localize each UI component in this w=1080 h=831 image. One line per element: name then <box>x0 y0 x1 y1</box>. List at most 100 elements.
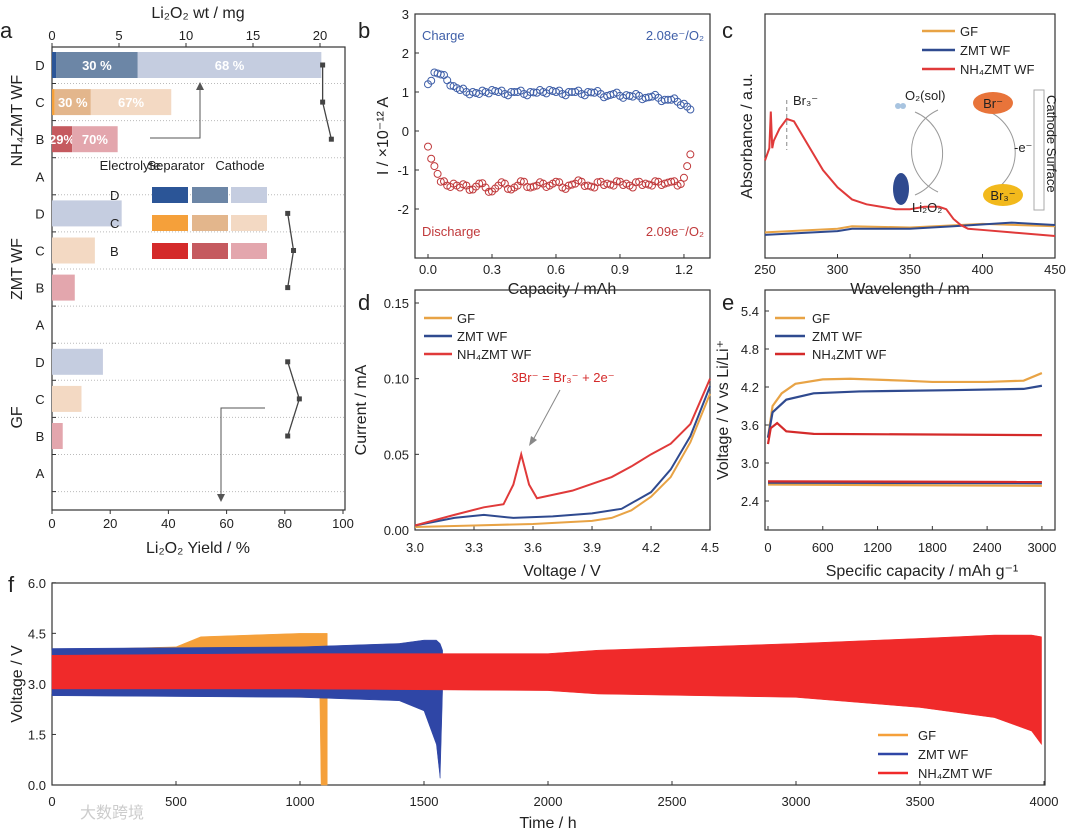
legend-row-label: B <box>110 244 119 259</box>
legend-label: NH₄ZMT WF <box>457 347 531 362</box>
row-label: C <box>35 392 44 407</box>
bar-percent-label: 68 % <box>215 58 245 73</box>
legend-swatch <box>192 215 228 231</box>
bar-electrolyte <box>52 89 55 116</box>
y-tick-label: 1.5 <box>28 727 46 742</box>
bar-percent-label: 29% <box>49 132 75 147</box>
panel-label-c: c <box>722 18 733 43</box>
arrow-line <box>150 85 201 139</box>
charge-point <box>580 91 589 100</box>
x-tick-label: 3.0 <box>406 540 424 555</box>
gf-discharge-line <box>767 483 1042 487</box>
x-tick-label: 0.0 <box>419 262 437 277</box>
cathode-surface-label: Cathode Surface <box>1044 95 1059 193</box>
x-tick-label: 0.9 <box>611 262 629 277</box>
bar-cathode <box>52 200 122 227</box>
legend-swatch <box>192 187 228 203</box>
legend-label: GF <box>812 311 830 326</box>
row-label: B <box>36 429 45 444</box>
gf-line <box>414 393 711 528</box>
charge-point <box>523 91 532 100</box>
charge-point <box>439 71 448 80</box>
discharge-point <box>686 150 695 159</box>
top-tick-label: 5 <box>115 28 122 43</box>
discharge-point <box>542 182 551 191</box>
y-tick-label: 0.0 <box>28 778 46 793</box>
y-tick-label: 3 <box>402 7 409 22</box>
y-axis-title: Voltage / V <box>9 645 26 723</box>
x-tick-label: 450 <box>1044 262 1066 277</box>
y-tick-label: -1 <box>397 163 409 178</box>
y-axis-title: Current / mA <box>353 364 370 455</box>
panel-e-frame <box>764 289 1056 531</box>
x-tick-label: 4000 <box>1030 794 1059 809</box>
bottom-tick-label: 60 <box>219 516 233 531</box>
legend-swatch <box>231 243 267 259</box>
discharge-point <box>683 162 692 171</box>
discharge-point <box>555 178 564 187</box>
x-tick-label: 3.3 <box>465 540 483 555</box>
legend-swatch <box>192 243 228 259</box>
discharge-point <box>497 178 506 187</box>
discharge-point <box>587 182 596 191</box>
panel-c-frame <box>764 13 1056 259</box>
cycle-arc <box>911 109 939 193</box>
charge-point <box>491 87 500 96</box>
discharge-point <box>484 187 493 196</box>
discharge-point <box>465 185 474 194</box>
legend-swatch <box>231 187 267 203</box>
panel-a-frame <box>51 46 346 511</box>
x-tick-label: 4.5 <box>701 540 719 555</box>
discharge-point <box>433 169 442 178</box>
charge-point <box>436 70 445 79</box>
row-label: C <box>35 244 44 259</box>
y-tick-label: -2 <box>397 202 409 217</box>
bar-percent-label: 30 % <box>82 58 112 73</box>
discharge-point <box>561 184 570 193</box>
charge-point <box>561 91 570 100</box>
arrow-head <box>529 436 537 446</box>
discharge-point <box>471 182 480 191</box>
discharge-point <box>667 177 676 186</box>
charge-electron-label: 2.08e⁻/O₂ <box>646 28 704 43</box>
top-tick-label: 20 <box>313 28 327 43</box>
x-tick-label: 350 <box>899 262 921 277</box>
arrow-head <box>217 494 225 502</box>
charge-point <box>631 89 640 98</box>
discharge-point <box>625 181 634 190</box>
zmt-wf-line <box>764 221 1056 236</box>
legend-swatch <box>152 243 188 259</box>
y-axis-title: Absorbance / a.u. <box>739 73 756 198</box>
nh-zmt-wf-discharge-line <box>767 480 1042 484</box>
discharge-point <box>619 181 628 190</box>
charge-point <box>612 88 621 97</box>
bar-electrolyte <box>52 52 57 78</box>
arrow-head <box>196 82 204 90</box>
legend-column-label: Electrolyte <box>100 158 161 173</box>
discharge-point <box>644 180 653 189</box>
y-tick-label: 0.05 <box>384 447 409 462</box>
bar-cathode <box>90 89 172 116</box>
legend-column-label: Cathode <box>215 158 264 173</box>
bottom-tick-label: 100 <box>332 516 354 531</box>
br-ion-label: Br⁻ <box>983 96 1003 111</box>
bar-cathode <box>52 348 103 375</box>
y-tick-label: 3.6 <box>741 418 759 433</box>
top-axis-title: Li₂O₂ wt / mg <box>151 5 244 22</box>
charge-point <box>651 90 660 99</box>
charge-point <box>535 86 544 95</box>
y-tick-label: 2 <box>402 46 409 61</box>
row-label: A <box>36 318 45 333</box>
group-label-gf: GF <box>9 406 26 428</box>
legend-swatch <box>152 215 188 231</box>
nh-zmt-wf-voltage-band <box>51 634 1042 746</box>
panel-label-f: f <box>8 572 15 597</box>
bar-percent-label: 30 % <box>58 95 88 110</box>
legend-row-label: C <box>110 216 119 231</box>
legend-label: GF <box>457 311 475 326</box>
row-label: B <box>36 132 45 147</box>
charge-point <box>459 84 468 93</box>
yield-line <box>321 65 332 140</box>
discharge-point <box>567 180 576 189</box>
